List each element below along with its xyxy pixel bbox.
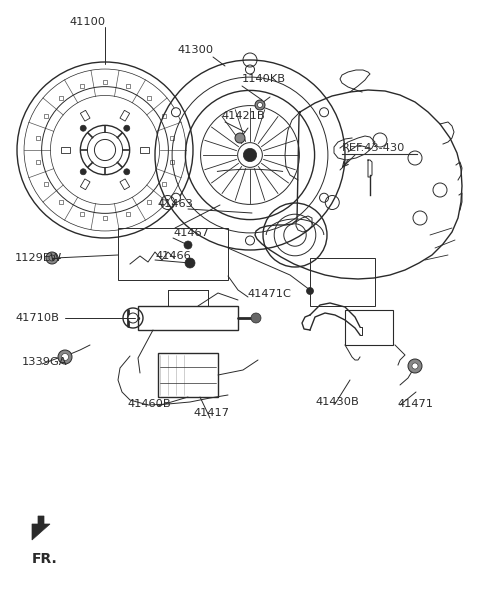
Bar [44, 182, 48, 186]
Circle shape [243, 149, 257, 162]
Text: 41463: 41463 [158, 199, 194, 209]
Text: 1339GA: 1339GA [22, 357, 68, 367]
Circle shape [257, 102, 263, 108]
Bar [158, 353, 218, 397]
Bar [36, 136, 40, 140]
Bar [146, 96, 151, 100]
Text: 41471C: 41471C [248, 289, 292, 299]
Bar [146, 200, 151, 204]
Circle shape [408, 359, 422, 373]
Text: FR.: FR. [32, 552, 58, 566]
Text: 41471: 41471 [398, 399, 434, 409]
Text: 41417: 41417 [194, 408, 230, 418]
Bar [80, 110, 90, 121]
Circle shape [80, 169, 86, 175]
Text: 41466: 41466 [155, 251, 191, 261]
Circle shape [58, 350, 72, 364]
Text: REF.43-430: REF.43-430 [342, 143, 406, 153]
Bar [120, 179, 130, 189]
Circle shape [235, 133, 245, 143]
Bar [345, 310, 393, 345]
Circle shape [320, 108, 328, 117]
Bar [60, 200, 63, 204]
Bar [80, 179, 90, 189]
Text: 41421B: 41421B [222, 111, 265, 121]
Circle shape [128, 313, 138, 323]
Text: 41710B: 41710B [15, 313, 59, 323]
Circle shape [307, 288, 313, 294]
Circle shape [245, 65, 254, 74]
Bar [103, 81, 107, 84]
Bar [61, 147, 70, 153]
Bar [310, 258, 375, 306]
Circle shape [255, 100, 265, 110]
Text: 1140KB: 1140KB [242, 74, 286, 84]
Text: 1129EW: 1129EW [15, 253, 62, 263]
Bar [140, 147, 149, 153]
Bar [126, 84, 130, 88]
Bar [162, 182, 166, 186]
Bar [80, 84, 84, 88]
Circle shape [171, 193, 180, 202]
Polygon shape [32, 516, 50, 540]
Bar [126, 212, 130, 215]
Bar [170, 136, 174, 140]
Text: 41460B: 41460B [128, 399, 172, 409]
Bar [60, 96, 63, 100]
Text: 41100: 41100 [70, 17, 106, 27]
Text: 41467: 41467 [173, 228, 209, 238]
Circle shape [124, 169, 130, 175]
Circle shape [245, 236, 254, 245]
Circle shape [185, 258, 195, 268]
Circle shape [251, 313, 261, 323]
Bar [103, 215, 107, 220]
Circle shape [80, 126, 86, 131]
Text: 41430B: 41430B [316, 397, 360, 407]
Bar [118, 228, 228, 280]
Circle shape [171, 108, 180, 117]
Bar [162, 114, 166, 118]
Circle shape [124, 126, 130, 131]
Circle shape [46, 252, 58, 264]
Bar [36, 160, 40, 164]
Bar [44, 114, 48, 118]
Circle shape [320, 193, 328, 202]
Text: 41300: 41300 [178, 45, 214, 55]
Bar [138, 306, 238, 330]
Circle shape [184, 241, 192, 249]
Bar [80, 212, 84, 215]
Circle shape [412, 363, 418, 369]
Bar [120, 110, 130, 121]
Bar [170, 160, 174, 164]
Circle shape [61, 353, 69, 361]
